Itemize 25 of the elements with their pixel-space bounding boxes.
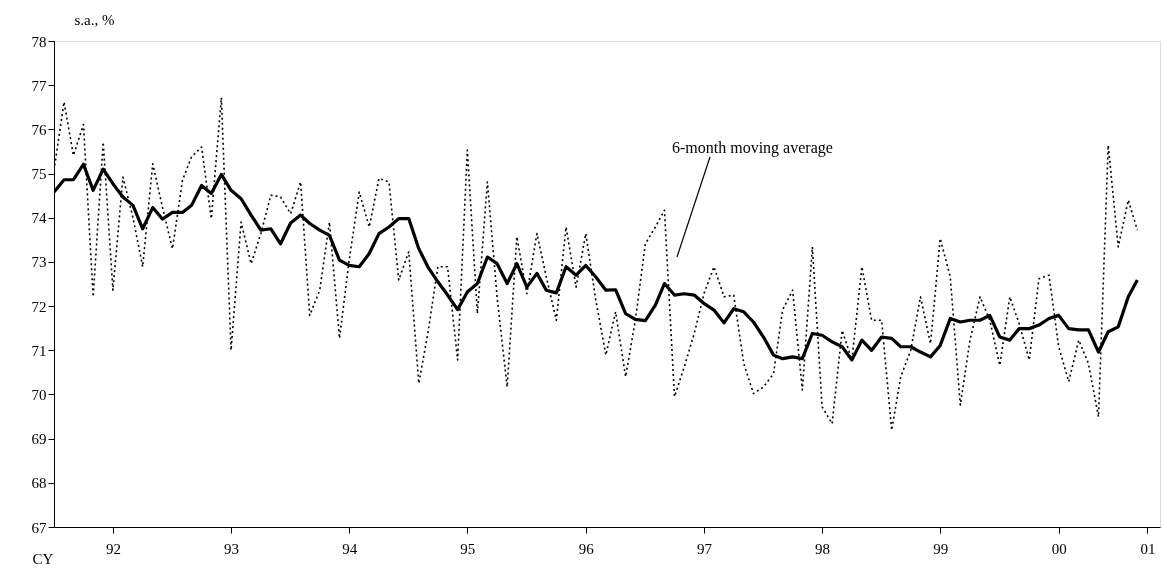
x-tick-label: 99 xyxy=(933,540,949,557)
x-tick-label: 93 xyxy=(224,540,240,557)
y-tick-label: 69 xyxy=(31,431,47,448)
x-tick-label: 01 xyxy=(1140,540,1156,557)
y-tick-label: 71 xyxy=(31,342,47,359)
x-tick-label: 00 xyxy=(1051,540,1067,557)
y-tick-label: 67 xyxy=(31,519,47,536)
x-axis-title: CY xyxy=(32,550,54,567)
x-tick-label: 97 xyxy=(696,540,713,557)
x-tick-label: 92 xyxy=(105,540,121,557)
x-tick-label: 96 xyxy=(578,540,595,557)
x-tick-label: 94 xyxy=(342,540,358,557)
y-tick-label: 76 xyxy=(31,121,47,138)
y-tick-label: 77 xyxy=(31,77,47,94)
y-tick-label: 78 xyxy=(31,33,47,50)
y-tick-label: 73 xyxy=(31,254,47,271)
y-axis-title: s.a., % xyxy=(74,11,115,28)
y-tick-label: 75 xyxy=(31,166,47,183)
annotation: 6-month moving average xyxy=(672,139,833,157)
y-tick-label: 70 xyxy=(31,386,47,403)
x-tick-label: 98 xyxy=(815,540,831,557)
x-tick-label: 95 xyxy=(460,540,476,557)
y-tick-label: 68 xyxy=(31,475,47,492)
y-tick-label: 74 xyxy=(31,210,47,227)
y-tick-label: 72 xyxy=(31,298,47,315)
